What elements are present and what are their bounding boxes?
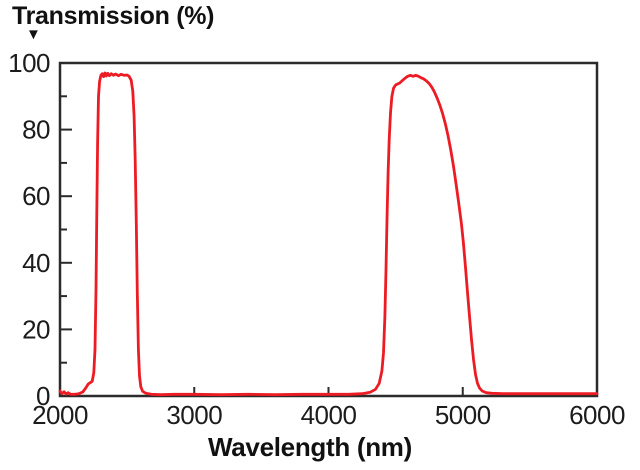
x-tick-label: 3000	[166, 400, 222, 430]
y-tick-label: 40	[22, 248, 50, 278]
x-tick-label: 5000	[435, 400, 491, 430]
chart-title: Transmission (%)	[12, 2, 215, 30]
plot-border	[58, 61, 599, 398]
y-tick-label: 0	[36, 381, 50, 411]
y-tick-label: 60	[22, 181, 50, 211]
x-tick-label: 2000	[32, 400, 88, 430]
series-line-transmission	[58, 71, 599, 397]
title-pointer-icon: ▼	[26, 26, 41, 43]
x-axis-title: Wavelength (nm)	[208, 432, 412, 462]
x-tick-label: 4000	[301, 400, 357, 430]
y-tick-label: 20	[22, 314, 50, 344]
x-tick-label: 6000	[569, 400, 625, 430]
y-tick-label: 100	[8, 48, 50, 78]
y-tick-label: 80	[22, 115, 50, 145]
